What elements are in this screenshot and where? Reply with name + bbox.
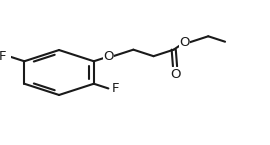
Text: O: O	[170, 68, 180, 81]
Text: F: F	[112, 82, 119, 95]
Text: O: O	[103, 50, 114, 63]
Text: F: F	[0, 50, 7, 63]
Text: O: O	[179, 36, 190, 49]
